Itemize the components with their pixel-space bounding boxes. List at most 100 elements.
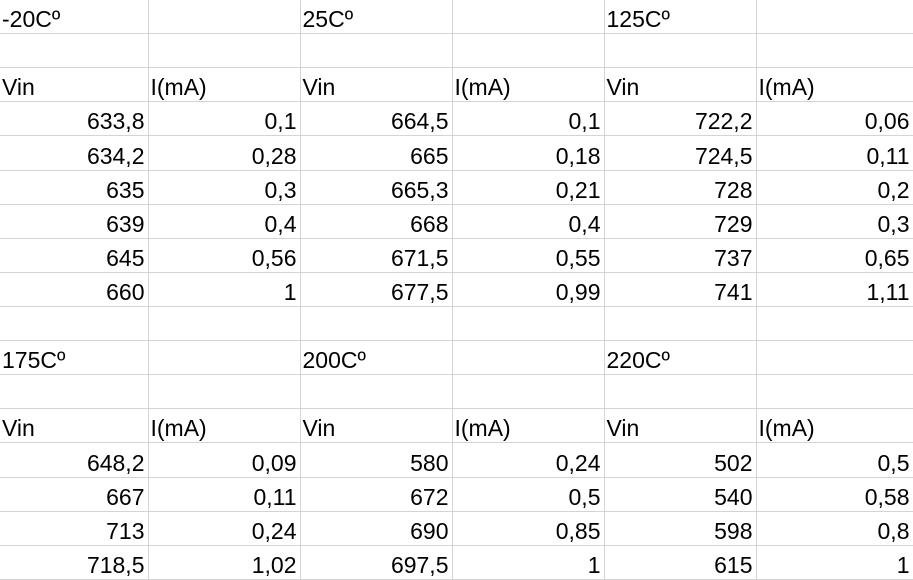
spreadsheet-cell[interactable]: 0,2 bbox=[756, 170, 913, 205]
spreadsheet-cell[interactable]: 718,5 bbox=[0, 545, 149, 580]
spreadsheet-cell[interactable]: I(mA) bbox=[148, 67, 301, 103]
spreadsheet-cell[interactable]: 690 bbox=[300, 511, 453, 546]
spreadsheet-cell[interactable] bbox=[452, 0, 605, 35]
spreadsheet-cell[interactable]: 0,21 bbox=[452, 170, 605, 205]
spreadsheet-cell[interactable]: 0,55 bbox=[452, 238, 605, 273]
spreadsheet-cell[interactable]: 0,65 bbox=[756, 238, 913, 273]
spreadsheet-cell[interactable]: 697,5 bbox=[300, 545, 453, 580]
spreadsheet-cell[interactable]: 633,8 bbox=[0, 101, 149, 137]
spreadsheet-cell[interactable] bbox=[0, 33, 149, 69]
spreadsheet-cell[interactable] bbox=[756, 374, 913, 410]
spreadsheet-cell[interactable]: 0,1 bbox=[452, 101, 605, 137]
spreadsheet-cell[interactable]: I(mA) bbox=[148, 408, 301, 444]
spreadsheet-cell[interactable]: 635 bbox=[0, 170, 149, 205]
spreadsheet-cell[interactable] bbox=[756, 306, 913, 342]
spreadsheet-cell[interactable]: 1 bbox=[148, 272, 301, 307]
spreadsheet-cell[interactable]: 672 bbox=[300, 477, 453, 512]
spreadsheet-cell[interactable]: I(mA) bbox=[452, 408, 605, 444]
spreadsheet-cell[interactable]: 0,4 bbox=[148, 204, 301, 239]
spreadsheet-cell[interactable] bbox=[604, 306, 757, 342]
spreadsheet-cell[interactable] bbox=[756, 340, 913, 376]
spreadsheet-cell[interactable]: 580 bbox=[300, 442, 453, 478]
spreadsheet-cell[interactable]: 639 bbox=[0, 204, 149, 239]
spreadsheet-cell[interactable]: 0,1 bbox=[148, 101, 301, 137]
spreadsheet-cell[interactable] bbox=[148, 33, 301, 69]
spreadsheet-cell[interactable]: 0,5 bbox=[452, 477, 605, 512]
spreadsheet-cell[interactable]: 671,5 bbox=[300, 238, 453, 273]
spreadsheet-cell[interactable]: 713 bbox=[0, 511, 149, 546]
spreadsheet-cell[interactable]: 737 bbox=[604, 238, 757, 273]
spreadsheet-cell[interactable] bbox=[756, 33, 913, 69]
spreadsheet-cell[interactable]: 598 bbox=[604, 511, 757, 546]
spreadsheet-cell[interactable] bbox=[604, 33, 757, 69]
spreadsheet-cell[interactable]: 25Cº bbox=[300, 0, 453, 35]
spreadsheet-cell[interactable]: 175Cº bbox=[0, 340, 149, 376]
spreadsheet-cell[interactable]: 1,11 bbox=[756, 272, 913, 307]
spreadsheet-cell[interactable]: 729 bbox=[604, 204, 757, 239]
spreadsheet-cell[interactable]: I(mA) bbox=[756, 67, 913, 103]
spreadsheet-cell[interactable] bbox=[148, 0, 301, 35]
spreadsheet-cell[interactable]: 724,5 bbox=[604, 135, 757, 171]
spreadsheet-cell[interactable]: Vin bbox=[300, 67, 453, 103]
spreadsheet-cell[interactable] bbox=[300, 374, 453, 410]
spreadsheet-cell[interactable]: 0,06 bbox=[756, 101, 913, 137]
spreadsheet-cell[interactable]: 728 bbox=[604, 170, 757, 205]
spreadsheet-cell[interactable]: Vin bbox=[0, 67, 149, 103]
spreadsheet-cell[interactable] bbox=[0, 374, 149, 410]
spreadsheet-cell[interactable] bbox=[604, 374, 757, 410]
spreadsheet-cell[interactable] bbox=[148, 374, 301, 410]
spreadsheet-cell[interactable]: 125Cº bbox=[604, 0, 757, 35]
spreadsheet-cell[interactable]: 200Cº bbox=[300, 340, 453, 376]
spreadsheet-cell[interactable]: 660 bbox=[0, 272, 149, 307]
spreadsheet-cell[interactable]: 0,5 bbox=[756, 442, 913, 478]
spreadsheet-cell[interactable]: 1 bbox=[756, 545, 913, 580]
spreadsheet-cell[interactable] bbox=[300, 33, 453, 69]
spreadsheet-cell[interactable]: 677,5 bbox=[300, 272, 453, 307]
spreadsheet-cell[interactable]: 741 bbox=[604, 272, 757, 307]
spreadsheet-cell[interactable]: 0,99 bbox=[452, 272, 605, 307]
spreadsheet-cell[interactable]: 0,3 bbox=[756, 204, 913, 239]
spreadsheet-cell[interactable]: 664,5 bbox=[300, 101, 453, 137]
spreadsheet-cell[interactable]: 0,11 bbox=[756, 135, 913, 171]
spreadsheet-cell[interactable]: 722,2 bbox=[604, 101, 757, 137]
spreadsheet-cell[interactable]: 667 bbox=[0, 477, 149, 512]
spreadsheet-cell[interactable]: Vin bbox=[604, 67, 757, 103]
spreadsheet-cell[interactable]: 0,58 bbox=[756, 477, 913, 512]
spreadsheet-cell[interactable] bbox=[0, 306, 149, 342]
spreadsheet-cell[interactable]: -20Cº bbox=[0, 0, 149, 35]
spreadsheet-cell[interactable]: 1 bbox=[452, 545, 605, 580]
spreadsheet-cell[interactable]: I(mA) bbox=[452, 67, 605, 103]
spreadsheet-cell[interactable] bbox=[148, 306, 301, 342]
spreadsheet-cell[interactable]: 0,09 bbox=[148, 442, 301, 478]
spreadsheet-cell[interactable]: 634,2 bbox=[0, 135, 149, 171]
spreadsheet-cell[interactable]: 0,24 bbox=[452, 442, 605, 478]
spreadsheet-cell[interactable] bbox=[756, 0, 913, 35]
spreadsheet-cell[interactable]: 0,8 bbox=[756, 511, 913, 546]
spreadsheet-cell[interactable] bbox=[452, 33, 605, 69]
spreadsheet-cell[interactable] bbox=[452, 306, 605, 342]
spreadsheet-cell[interactable]: 502 bbox=[604, 442, 757, 478]
spreadsheet-cell[interactable]: 0,24 bbox=[148, 511, 301, 546]
spreadsheet-cell[interactable]: 0,28 bbox=[148, 135, 301, 171]
spreadsheet-cell[interactable]: 645 bbox=[0, 238, 149, 273]
spreadsheet-cell[interactable]: I(mA) bbox=[756, 408, 913, 444]
spreadsheet-cell[interactable]: 540 bbox=[604, 477, 757, 512]
spreadsheet-cell[interactable] bbox=[300, 306, 453, 342]
spreadsheet-cell[interactable]: 1,02 bbox=[148, 545, 301, 580]
spreadsheet-cell[interactable]: 0,11 bbox=[148, 477, 301, 512]
spreadsheet-cell[interactable] bbox=[452, 374, 605, 410]
spreadsheet-cell[interactable]: Vin bbox=[604, 408, 757, 444]
spreadsheet-cell[interactable]: 648,2 bbox=[0, 442, 149, 478]
spreadsheet-cell[interactable] bbox=[452, 340, 605, 376]
spreadsheet-cell[interactable]: 220Cº bbox=[604, 340, 757, 376]
spreadsheet-cell[interactable]: 0,56 bbox=[148, 238, 301, 273]
spreadsheet-cell[interactable]: 665,3 bbox=[300, 170, 453, 205]
spreadsheet-cell[interactable]: 668 bbox=[300, 204, 453, 239]
spreadsheet-cell[interactable]: 0,4 bbox=[452, 204, 605, 239]
spreadsheet-cell[interactable]: 0,3 bbox=[148, 170, 301, 205]
spreadsheet-cell[interactable]: Vin bbox=[300, 408, 453, 444]
spreadsheet-cell[interactable]: Vin bbox=[0, 408, 149, 444]
spreadsheet-cell[interactable]: 0,18 bbox=[452, 135, 605, 171]
spreadsheet-cell[interactable]: 615 bbox=[604, 545, 757, 580]
spreadsheet-cell[interactable]: 0,85 bbox=[452, 511, 605, 546]
